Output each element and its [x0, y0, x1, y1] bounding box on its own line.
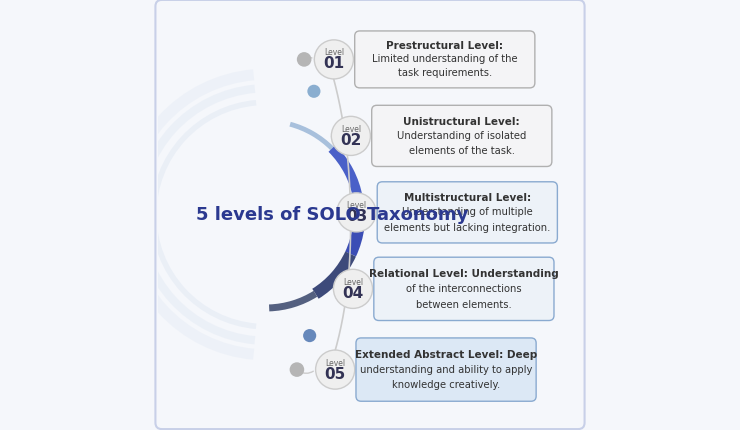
Text: Limited understanding of the: Limited understanding of the [372, 54, 517, 64]
Circle shape [343, 205, 359, 221]
Text: Unistructural Level:: Unistructural Level: [403, 117, 520, 126]
Text: Level: Level [325, 358, 346, 367]
Text: Level: Level [324, 48, 344, 57]
Text: Level: Level [341, 125, 361, 134]
Text: 02: 02 [340, 132, 362, 147]
Text: elements of the task.: elements of the task. [408, 146, 515, 156]
Circle shape [323, 363, 336, 376]
Text: Relational Level: Understanding: Relational Level: Understanding [369, 268, 559, 278]
FancyBboxPatch shape [354, 32, 535, 89]
Text: Level: Level [346, 201, 366, 210]
Text: Understanding of isolated: Understanding of isolated [397, 131, 526, 141]
Text: 5 levels of SOLO Taxonomy: 5 levels of SOLO Taxonomy [196, 206, 468, 224]
Text: Understanding of multiple: Understanding of multiple [402, 207, 533, 217]
Text: of the interconnections: of the interconnections [406, 283, 522, 293]
Ellipse shape [334, 270, 372, 309]
Circle shape [339, 281, 355, 297]
Text: 01: 01 [323, 56, 344, 71]
Circle shape [297, 53, 312, 68]
Text: 04: 04 [343, 285, 363, 300]
Text: task requirements.: task requirements. [397, 68, 492, 78]
Ellipse shape [314, 41, 354, 80]
Ellipse shape [332, 117, 371, 156]
Circle shape [307, 86, 320, 98]
Text: Prestructural Level:: Prestructural Level: [386, 41, 503, 51]
FancyBboxPatch shape [377, 182, 557, 243]
Text: 05: 05 [325, 366, 346, 381]
Text: 03: 03 [346, 209, 367, 224]
Text: Extended Abstract Level: Deep: Extended Abstract Level: Deep [355, 349, 537, 359]
Text: Level: Level [343, 277, 363, 286]
FancyBboxPatch shape [155, 1, 585, 429]
FancyBboxPatch shape [374, 258, 554, 321]
Circle shape [322, 55, 334, 66]
Circle shape [289, 362, 304, 377]
FancyBboxPatch shape [371, 106, 552, 167]
Text: knowledge creatively.: knowledge creatively. [392, 380, 500, 390]
Text: between elements.: between elements. [416, 299, 512, 309]
Text: understanding and ability to apply: understanding and ability to apply [360, 364, 532, 374]
Text: Multistructural Level:: Multistructural Level: [404, 193, 531, 203]
Circle shape [337, 129, 353, 144]
Ellipse shape [337, 194, 376, 232]
FancyBboxPatch shape [356, 338, 536, 401]
Ellipse shape [316, 350, 354, 389]
Circle shape [303, 329, 316, 342]
Text: elements but lacking integration.: elements but lacking integration. [384, 222, 551, 232]
